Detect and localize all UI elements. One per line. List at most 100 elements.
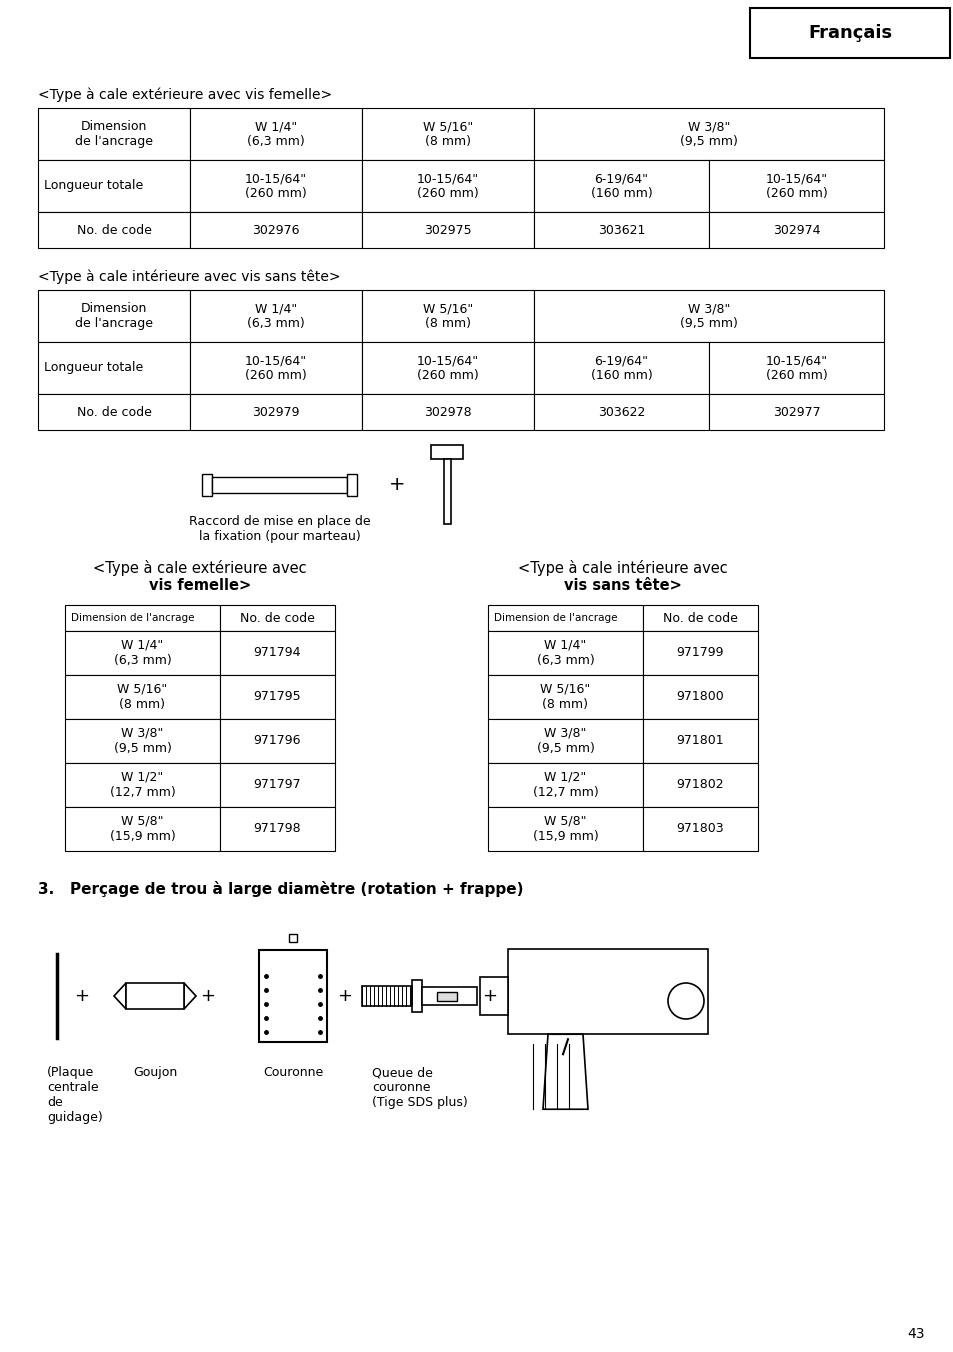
Text: No. de code: No. de code	[76, 406, 152, 419]
Bar	[361, 160, 534, 212]
Text: vis femelle>: vis femelle>	[149, 579, 251, 594]
Bar	[65, 807, 220, 850]
Text: 302977: 302977	[772, 406, 820, 419]
Bar	[534, 160, 708, 212]
Bar	[534, 393, 708, 430]
Text: W 1/4"
(6,3 mm): W 1/4" (6,3 mm)	[113, 639, 172, 667]
Text: Raccord de mise en place de
la fixation (pour marteau): Raccord de mise en place de la fixation …	[189, 515, 371, 544]
Text: 971799: 971799	[676, 646, 723, 660]
Text: 6-19/64"
(160 mm): 6-19/64" (160 mm)	[590, 354, 652, 383]
Bar	[642, 675, 758, 719]
Bar	[361, 212, 534, 247]
Text: 10-15/64"
(260 mm): 10-15/64" (260 mm)	[245, 354, 307, 383]
Bar	[65, 675, 220, 719]
Bar	[220, 807, 335, 850]
Bar	[38, 342, 190, 393]
Bar	[361, 108, 534, 160]
Bar	[65, 763, 220, 807]
Text: 302979: 302979	[252, 406, 299, 419]
Bar	[642, 807, 758, 850]
Bar	[534, 108, 883, 160]
Text: W 1/4"
(6,3 mm): W 1/4" (6,3 mm)	[247, 301, 305, 330]
Text: W 3/8"
(9,5 mm): W 3/8" (9,5 mm)	[679, 120, 738, 147]
Bar	[507, 949, 707, 1034]
Bar	[708, 342, 883, 393]
Text: No. de code: No. de code	[76, 223, 152, 237]
Bar	[65, 604, 220, 631]
Bar	[488, 675, 642, 719]
Bar	[38, 108, 190, 160]
Text: <Type à cale intérieure avec: <Type à cale intérieure avec	[517, 560, 727, 576]
Bar	[431, 445, 463, 458]
Text: 303622: 303622	[598, 406, 644, 419]
Bar	[534, 289, 883, 342]
Text: <Type à cale extérieure avec: <Type à cale extérieure avec	[93, 560, 307, 576]
Bar	[361, 393, 534, 430]
Text: 10-15/64"
(260 mm): 10-15/64" (260 mm)	[245, 172, 307, 200]
Bar	[708, 160, 883, 212]
Text: 971798: 971798	[253, 822, 301, 836]
Text: Longueur totale: Longueur totale	[44, 361, 143, 375]
Bar	[708, 212, 883, 247]
Bar	[642, 719, 758, 763]
Bar	[361, 986, 412, 1006]
Bar	[220, 631, 335, 675]
Bar	[220, 763, 335, 807]
Bar	[190, 212, 361, 247]
Text: +: +	[337, 987, 352, 1005]
Text: W 5/16"
(8 mm): W 5/16" (8 mm)	[539, 683, 590, 711]
Text: Couronne: Couronne	[263, 1065, 323, 1079]
Text: 971803: 971803	[676, 822, 723, 836]
Bar	[65, 631, 220, 675]
Text: (Plaque
centrale
de
guidage): (Plaque centrale de guidage)	[47, 1065, 103, 1124]
Text: 302978: 302978	[424, 406, 472, 419]
Text: 10-15/64"
(260 mm): 10-15/64" (260 mm)	[764, 172, 826, 200]
Bar	[38, 289, 190, 342]
Text: 302975: 302975	[424, 223, 472, 237]
Bar	[488, 604, 642, 631]
Text: W 1/2"
(12,7 mm): W 1/2" (12,7 mm)	[532, 771, 598, 799]
Text: +: +	[482, 987, 497, 1005]
Bar	[488, 763, 642, 807]
Bar	[361, 342, 534, 393]
Bar	[642, 763, 758, 807]
Text: Queue de
couronne
(Tige SDS plus): Queue de couronne (Tige SDS plus)	[372, 1065, 467, 1109]
Bar	[421, 987, 476, 1005]
Text: W 5/8"
(15,9 mm): W 5/8" (15,9 mm)	[110, 815, 175, 844]
Bar	[38, 212, 190, 247]
Text: Goujon: Goujon	[132, 1065, 177, 1079]
Text: 303621: 303621	[598, 223, 644, 237]
Text: W 3/8"
(9,5 mm): W 3/8" (9,5 mm)	[113, 727, 172, 754]
Bar	[289, 934, 296, 942]
Text: W 1/4"
(6,3 mm): W 1/4" (6,3 mm)	[536, 639, 594, 667]
Bar	[488, 631, 642, 675]
Text: +: +	[389, 476, 405, 495]
Text: <Type à cale extérieure avec vis femelle>: <Type à cale extérieure avec vis femelle…	[38, 88, 332, 103]
Text: 10-15/64"
(260 mm): 10-15/64" (260 mm)	[416, 172, 478, 200]
Text: Dimension de l'ancrage: Dimension de l'ancrage	[71, 612, 194, 623]
Bar	[38, 393, 190, 430]
Text: W 5/16"
(8 mm): W 5/16" (8 mm)	[422, 301, 473, 330]
Text: 302974: 302974	[772, 223, 820, 237]
Text: W 5/8"
(15,9 mm): W 5/8" (15,9 mm)	[532, 815, 598, 844]
Text: Longueur totale: Longueur totale	[44, 180, 143, 192]
Text: 6-19/64"
(160 mm): 6-19/64" (160 mm)	[590, 172, 652, 200]
Polygon shape	[113, 983, 126, 1009]
Bar	[65, 719, 220, 763]
Text: 10-15/64"
(260 mm): 10-15/64" (260 mm)	[416, 354, 478, 383]
Text: W 3/8"
(9,5 mm): W 3/8" (9,5 mm)	[536, 727, 594, 754]
Bar	[534, 212, 708, 247]
Bar	[708, 393, 883, 430]
Bar	[126, 983, 184, 1009]
Bar	[213, 477, 347, 493]
Text: +: +	[74, 987, 90, 1005]
Text: No. de code: No. de code	[662, 611, 738, 625]
Text: 302976: 302976	[252, 223, 299, 237]
Bar	[220, 604, 335, 631]
Text: 971801: 971801	[676, 734, 723, 748]
Text: 971794: 971794	[253, 646, 301, 660]
Bar	[361, 289, 534, 342]
Text: vis sans tête>: vis sans tête>	[563, 579, 681, 594]
Bar	[749, 8, 949, 58]
Polygon shape	[542, 1034, 587, 1109]
